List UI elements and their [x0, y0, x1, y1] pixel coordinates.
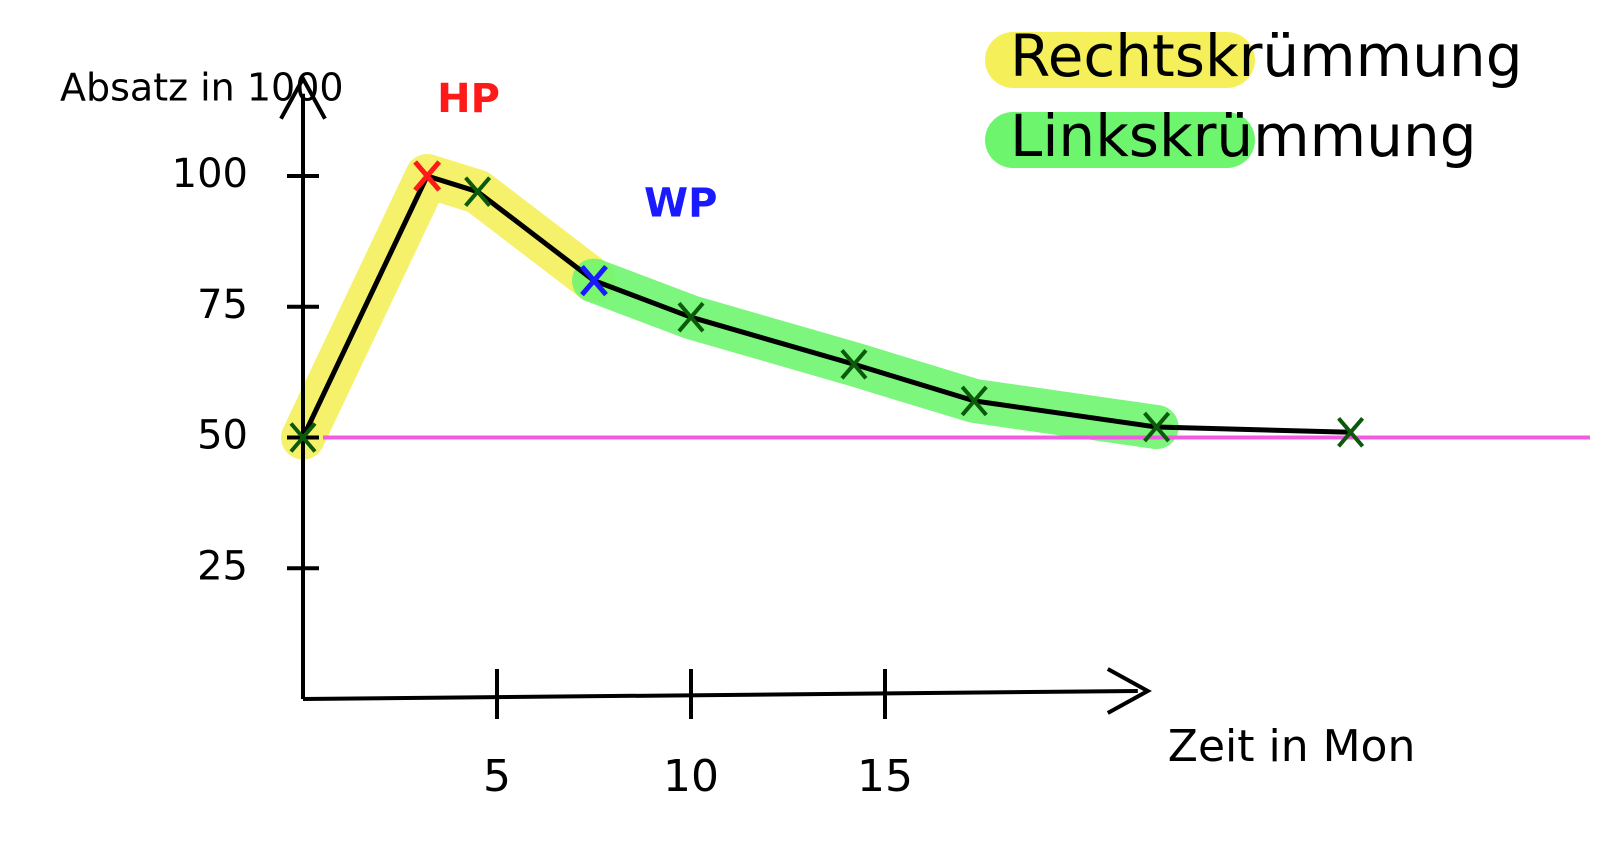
regions	[303, 176, 1157, 438]
legend-label: Rechtskrümmung	[1010, 22, 1523, 90]
y-tick-label: 25	[197, 543, 248, 589]
y-tick-label: 100	[172, 151, 248, 197]
line	[303, 176, 1351, 438]
x-axis-label: Zeit in Mon	[1168, 721, 1416, 772]
curvature-region	[303, 176, 594, 438]
y-axis-label: Absatz in 1000	[60, 66, 344, 110]
y-tick-label: 75	[197, 282, 248, 328]
x-tick-label: 10	[663, 751, 719, 802]
y-tick-label: 50	[197, 413, 248, 459]
x-tick-label: 15	[857, 751, 913, 802]
plot: 25 50 75 100 5 10 15 Absatz in 1000 Zeit in Mon H…	[60, 22, 1590, 802]
curvature-region	[594, 281, 1157, 427]
annotation-label: HP	[437, 76, 500, 122]
x-tick-label: 5	[483, 751, 511, 802]
chart: 25 50 75 100 5 10 15 Absatz in 1000 Zeit in Mon H…	[0, 0, 1623, 844]
annotation-label: WP	[644, 181, 717, 227]
x-axis	[303, 691, 1138, 699]
legend-label: Linkskrümmung	[1010, 102, 1477, 170]
